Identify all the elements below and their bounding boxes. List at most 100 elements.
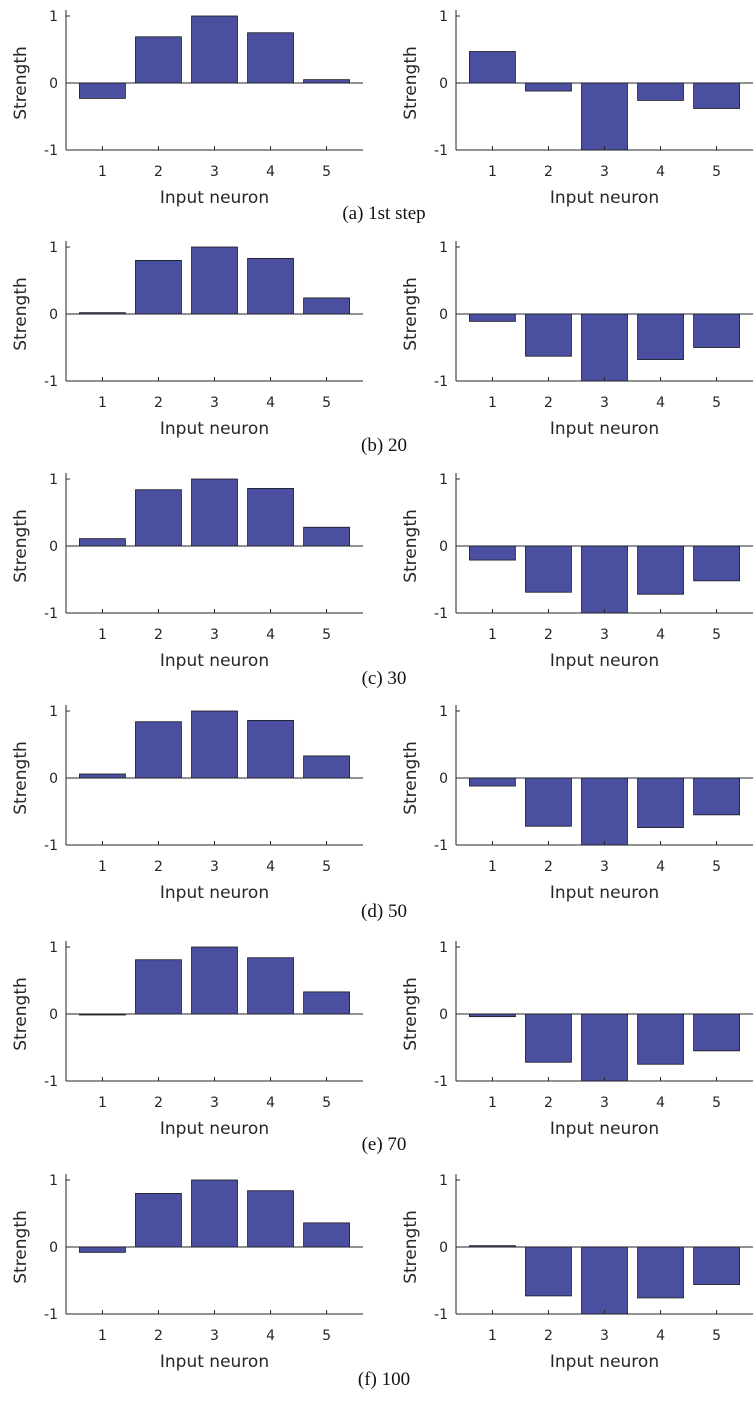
bar: [525, 313, 572, 357]
bar: [303, 1222, 350, 1248]
x-tick-label: 3: [210, 1328, 219, 1344]
x-tick-label: 1: [488, 395, 497, 411]
x-tick-label: 5: [712, 395, 721, 411]
bar: [581, 313, 628, 382]
y-axis-label: Strength: [11, 277, 31, 351]
bar: [525, 545, 572, 593]
x-tick-label: 4: [656, 1328, 665, 1344]
bar: [79, 538, 126, 547]
y-tick-label: 1: [439, 240, 448, 256]
x-tick-label: 2: [544, 164, 553, 180]
bar: [469, 777, 516, 787]
y-axis-label: Strength: [401, 46, 421, 120]
x-tick-label: 1: [488, 627, 497, 643]
x-tick-label: 4: [266, 164, 275, 180]
y-tick-label: 0: [439, 1240, 448, 1256]
x-tick-label: 1: [488, 1095, 497, 1111]
y-axis-label: Strength: [401, 741, 421, 815]
bar: [79, 1246, 126, 1253]
subfigure-caption: (c) 30: [362, 668, 407, 689]
y-tick-label: -1: [44, 143, 58, 159]
bar: [191, 946, 238, 1015]
y-tick-label: 1: [49, 704, 58, 720]
bar: [191, 710, 238, 779]
x-tick-label: 1: [98, 1095, 107, 1111]
x-tick-label: 4: [656, 859, 665, 875]
bar: [469, 1245, 516, 1248]
x-tick-label: 5: [322, 859, 331, 875]
x-tick-label: 4: [266, 627, 275, 643]
subfigure-caption: (e) 70: [362, 1134, 407, 1155]
subfigure-caption: (f) 100: [358, 1369, 410, 1390]
y-tick-label: 1: [49, 240, 58, 256]
y-tick-label: 0: [49, 307, 58, 323]
x-tick-label: 3: [600, 164, 609, 180]
y-axis-label: Strength: [401, 509, 421, 583]
y-tick-label: -1: [434, 606, 448, 622]
x-axis-label: Input neuron: [550, 419, 659, 439]
x-axis-label: Input neuron: [160, 651, 269, 671]
x-tick-label: 4: [656, 395, 665, 411]
bar: [525, 82, 572, 92]
x-tick-label: 3: [210, 164, 219, 180]
y-axis-label: Strength: [401, 277, 421, 351]
y-tick-label: 1: [49, 472, 58, 488]
bar: [469, 313, 516, 322]
y-tick-label: 0: [49, 539, 58, 555]
x-tick-label: 2: [154, 627, 163, 643]
x-axis-label: Input neuron: [160, 1119, 269, 1139]
bar: [693, 1013, 740, 1052]
y-tick-label: 0: [49, 76, 58, 92]
x-axis-label: Input neuron: [550, 1352, 659, 1372]
x-tick-label: 5: [322, 395, 331, 411]
bar: [247, 32, 294, 84]
x-axis-label: Input neuron: [160, 883, 269, 903]
y-tick-label: 0: [439, 76, 448, 92]
bar: [525, 777, 572, 827]
bar: [303, 526, 350, 547]
y-tick-label: 1: [439, 1173, 448, 1189]
bar: [693, 777, 740, 816]
bar: [135, 36, 182, 84]
x-tick-label: 3: [600, 627, 609, 643]
bar: [581, 1246, 628, 1315]
x-tick-label: 5: [712, 1328, 721, 1344]
x-tick-label: 2: [154, 164, 163, 180]
x-tick-label: 5: [322, 1328, 331, 1344]
y-tick-label: -1: [44, 374, 58, 390]
bar: [637, 1246, 684, 1299]
bar: [693, 545, 740, 582]
bar: [581, 777, 628, 846]
bar: [637, 777, 684, 828]
x-tick-label: 3: [600, 1328, 609, 1344]
y-tick-label: 0: [439, 539, 448, 555]
bar: [79, 773, 126, 779]
bar: [135, 489, 182, 547]
y-axis-label: Strength: [11, 741, 31, 815]
x-tick-label: 2: [544, 1328, 553, 1344]
x-tick-label: 5: [712, 1095, 721, 1111]
bar: [135, 1193, 182, 1248]
bar: [247, 257, 294, 315]
y-tick-label: 1: [49, 9, 58, 25]
y-tick-label: 0: [439, 307, 448, 323]
y-tick-label: 1: [439, 704, 448, 720]
y-tick-label: 0: [439, 1007, 448, 1023]
y-tick-label: -1: [434, 838, 448, 854]
subfigure-caption: (a) 1st step: [342, 203, 425, 224]
x-axis-label: Input neuron: [160, 1352, 269, 1372]
bar: [469, 1013, 516, 1018]
bar: [637, 1013, 684, 1065]
y-tick-label: -1: [434, 1074, 448, 1090]
x-tick-label: 3: [210, 627, 219, 643]
bar: [693, 1246, 740, 1285]
bar: [637, 82, 684, 101]
bar: [303, 755, 350, 779]
x-tick-label: 4: [656, 627, 665, 643]
bar: [79, 82, 126, 99]
y-tick-label: 0: [49, 771, 58, 787]
x-axis-label: Input neuron: [550, 651, 659, 671]
x-tick-label: 1: [98, 1328, 107, 1344]
x-tick-label: 3: [210, 1095, 219, 1111]
